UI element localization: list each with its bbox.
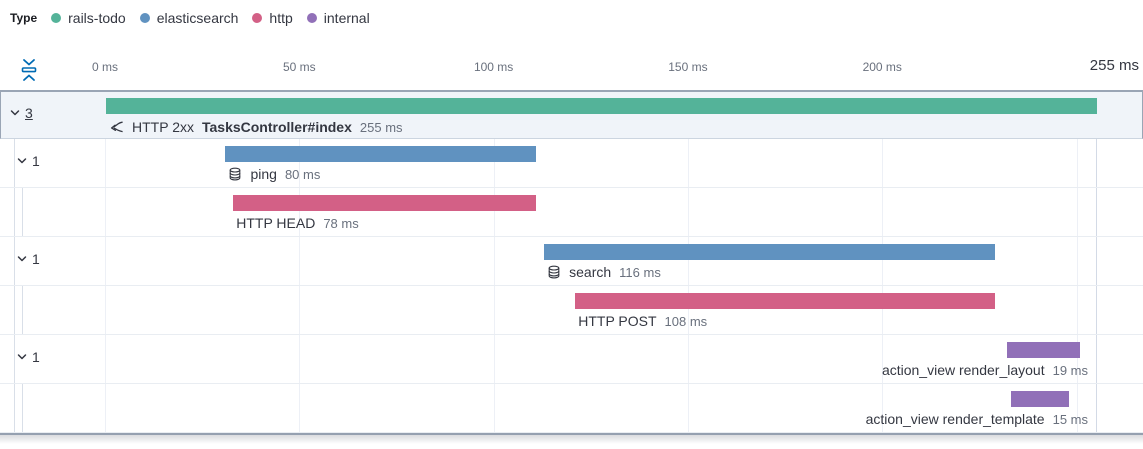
waterfall-row-span[interactable]: HTTP POST 108 ms <box>0 286 1143 335</box>
legend-item-internal[interactable]: internal <box>306 10 370 26</box>
gridline <box>882 90 884 433</box>
legend-dot <box>252 13 263 23</box>
chevron-down-icon <box>17 256 27 262</box>
transaction-icon <box>110 121 123 133</box>
chevron-down-icon <box>17 354 27 360</box>
axis-tick: 150 ms <box>668 60 708 74</box>
fold-icon <box>21 59 37 81</box>
span-label[interactable]: action_view render_template 15 ms <box>866 411 1088 427</box>
children-count: 1 <box>32 153 40 169</box>
legend-item-elasticsearch[interactable]: elasticsearch <box>139 10 239 26</box>
legend-dot <box>51 13 62 23</box>
span-duration: 108 ms <box>664 313 708 329</box>
span-label[interactable]: HTTP HEAD 78 ms <box>236 215 359 231</box>
database-icon <box>230 167 241 181</box>
plot-end-line <box>1096 90 1097 433</box>
indent-guide <box>22 188 23 237</box>
span-bar[interactable] <box>233 195 537 211</box>
span-bar[interactable] <box>575 293 995 309</box>
span-label[interactable]: search 116 ms <box>547 264 661 280</box>
transaction-name: TasksController#index <box>201 119 352 135</box>
transaction-result: HTTP 2xx <box>132 119 194 135</box>
span-duration: 78 ms <box>323 215 359 231</box>
database-icon <box>548 265 560 279</box>
legend-dot <box>139 13 150 23</box>
span-bar[interactable] <box>544 244 995 260</box>
span-name: action_view render_template <box>865 411 1045 427</box>
span-label[interactable]: action_view render_layout 19 ms <box>882 362 1088 378</box>
axis-tick: 100 ms <box>473 60 514 74</box>
span-name: ping <box>250 166 277 182</box>
expand-toggle[interactable]: 1 <box>16 349 40 365</box>
waterfall-row-span[interactable]: HTTP HEAD 78 ms <box>0 188 1143 237</box>
children-count: 1 <box>32 251 40 267</box>
waterfall-row-span[interactable]: 1 ping 80 ms <box>0 139 1143 188</box>
legend-item-label: elasticsearch <box>156 10 239 26</box>
span-duration: 80 ms <box>284 166 321 182</box>
children-count: 1 <box>32 349 40 365</box>
waterfall-row-span[interactable]: action_view render_template 15 ms <box>0 384 1143 433</box>
legend-title: Type <box>10 11 38 25</box>
span-name: HTTP POST <box>578 313 657 329</box>
span-name: HTTP HEAD <box>236 215 316 231</box>
gridline <box>687 90 689 433</box>
trace-waterfall: 3 HTTP 2xx TasksController#index 255 ms … <box>0 90 1143 435</box>
indent-guide <box>14 139 15 433</box>
gridline <box>105 90 106 433</box>
transaction-duration: 255 ms <box>359 119 403 135</box>
span-bar[interactable] <box>225 146 537 162</box>
span-label[interactable]: HTTP POST 108 ms <box>578 313 707 329</box>
scroll-shadow <box>0 435 1143 444</box>
span-bar[interactable] <box>1006 342 1081 358</box>
span-bar[interactable] <box>1010 391 1069 407</box>
chevron-down-icon <box>10 110 20 116</box>
legend-item-rails-todo[interactable]: rails-todo <box>51 10 126 26</box>
span-name: search <box>569 264 612 280</box>
waterfall-row-span[interactable]: 1 search 116 ms <box>0 237 1143 286</box>
gridline <box>493 90 495 433</box>
span-duration: 15 ms <box>1052 411 1088 427</box>
collapse-all-button[interactable] <box>17 57 41 83</box>
axis-tick: 0 ms <box>91 60 119 74</box>
axis-tick: 200 ms <box>862 60 902 74</box>
axis-tick: 50 ms <box>282 60 316 74</box>
gridline <box>1076 90 1078 433</box>
type-legend: Type rails-todo elasticsearch http inter… <box>10 10 370 26</box>
span-duration: 19 ms <box>1052 362 1088 378</box>
chevron-down-icon <box>17 158 27 164</box>
gridline <box>299 90 301 433</box>
span-duration: 116 ms <box>619 264 661 280</box>
axis-total-duration: 255 ms <box>1089 57 1139 74</box>
legend-item-label: http <box>269 10 293 26</box>
indent-guide <box>22 384 23 433</box>
transaction-label[interactable]: HTTP 2xx TasksController#index 255 ms <box>109 119 403 135</box>
legend-dot <box>306 13 317 23</box>
legend-item-label: internal <box>323 10 370 26</box>
waterfall-row-span[interactable]: 1 action_view render_layout 19 ms <box>0 335 1143 384</box>
waterfall-row-transaction[interactable]: 3 HTTP 2xx TasksController#index 255 ms <box>0 90 1143 139</box>
indent-guide <box>22 286 23 335</box>
expand-toggle[interactable]: 3 <box>9 105 33 121</box>
transaction-bar[interactable] <box>106 98 1097 114</box>
legend-item-label: rails-todo <box>68 10 126 26</box>
legend-item-http[interactable]: http <box>252 10 293 26</box>
expand-toggle[interactable]: 1 <box>16 251 40 267</box>
span-name: action_view render_layout <box>881 362 1045 378</box>
span-label[interactable]: ping 80 ms <box>228 166 320 182</box>
children-count: 3 <box>25 105 33 121</box>
expand-toggle[interactable]: 1 <box>16 153 40 169</box>
